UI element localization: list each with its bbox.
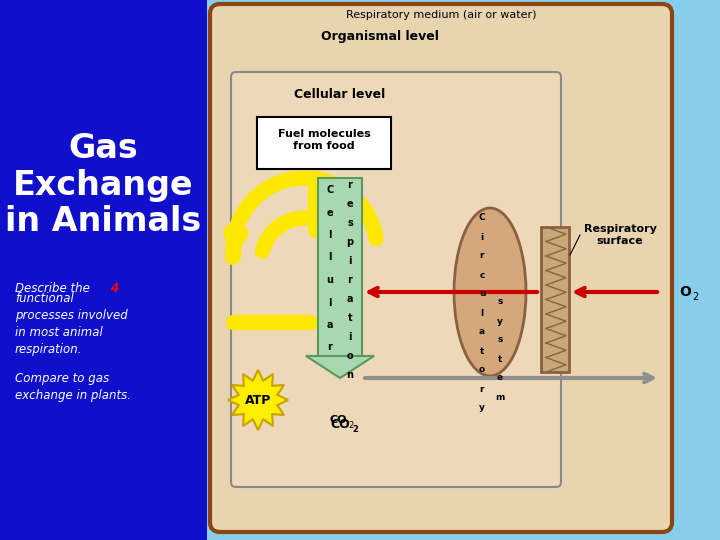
Text: u: u [326, 275, 333, 285]
Text: a: a [479, 327, 485, 336]
Text: y: y [497, 316, 503, 326]
Text: CO: CO [330, 415, 348, 425]
Bar [541, 227, 569, 372]
Text: Respiratory medium (air or water): Respiratory medium (air or water) [346, 10, 536, 20]
Text: r: r [348, 275, 352, 285]
Text: Respiratory
surface: Respiratory surface [584, 224, 657, 246]
Text: a: a [347, 294, 354, 304]
Text: i: i [348, 256, 352, 266]
Text: c: c [480, 271, 485, 280]
Text: u: u [479, 289, 485, 299]
Text: o: o [479, 366, 485, 375]
Text: m: m [495, 393, 505, 402]
Text: C: C [479, 213, 485, 222]
Text: r: r [480, 252, 485, 260]
Text: CO: CO [330, 417, 350, 430]
Text: a: a [327, 320, 333, 330]
Text: p: p [346, 237, 354, 247]
Text: Organismal level: Organismal level [321, 30, 439, 43]
Text: r: r [328, 342, 333, 353]
Text: y: y [479, 403, 485, 413]
Text: e: e [347, 199, 354, 209]
Text: ATP: ATP [245, 394, 271, 407]
Text: Describe the: Describe the [15, 282, 94, 295]
Text: i: i [480, 233, 484, 241]
Text: Gas
Exchange
in Animals: Gas Exchange in Animals [5, 132, 201, 238]
Text: t: t [348, 313, 352, 323]
Text: s: s [498, 298, 503, 307]
Text: 2: 2 [352, 424, 358, 434]
FancyBboxPatch shape [231, 72, 561, 487]
Text: l: l [328, 230, 332, 240]
Text: r: r [480, 384, 485, 394]
Text: l: l [328, 253, 332, 262]
Text: o: o [347, 351, 354, 361]
Text: functional
processes involved
in most animal
respiration.: functional processes involved in most an… [15, 292, 127, 356]
Polygon shape [306, 356, 374, 378]
Text: r: r [348, 180, 352, 190]
Text: s: s [347, 218, 353, 228]
Text: t: t [480, 347, 484, 355]
Polygon shape [228, 370, 288, 430]
Text: 2: 2 [692, 292, 698, 302]
Text: s: s [498, 335, 503, 345]
Bar [207, 0, 720, 540]
Text: 4: 4 [110, 282, 118, 295]
Text: 2: 2 [348, 421, 354, 429]
Text: Compare to gas
exchange in plants.: Compare to gas exchange in plants. [15, 372, 131, 402]
Bar [318, 178, 362, 358]
Text: i: i [348, 332, 352, 342]
Text: n: n [346, 370, 354, 380]
Text: l: l [480, 308, 484, 318]
Text: C: C [326, 185, 333, 195]
Text: Cellular level: Cellular level [294, 88, 386, 101]
Text: t: t [498, 354, 502, 363]
Text: e: e [327, 207, 333, 218]
Ellipse shape [454, 208, 526, 376]
Text: l: l [328, 298, 332, 307]
Text: Fuel molecules
from food: Fuel molecules from food [278, 129, 370, 151]
Bar [0, 0, 207, 540]
FancyBboxPatch shape [257, 117, 391, 169]
Text: O: O [679, 285, 691, 299]
Text: e: e [497, 374, 503, 382]
FancyBboxPatch shape [210, 4, 672, 532]
